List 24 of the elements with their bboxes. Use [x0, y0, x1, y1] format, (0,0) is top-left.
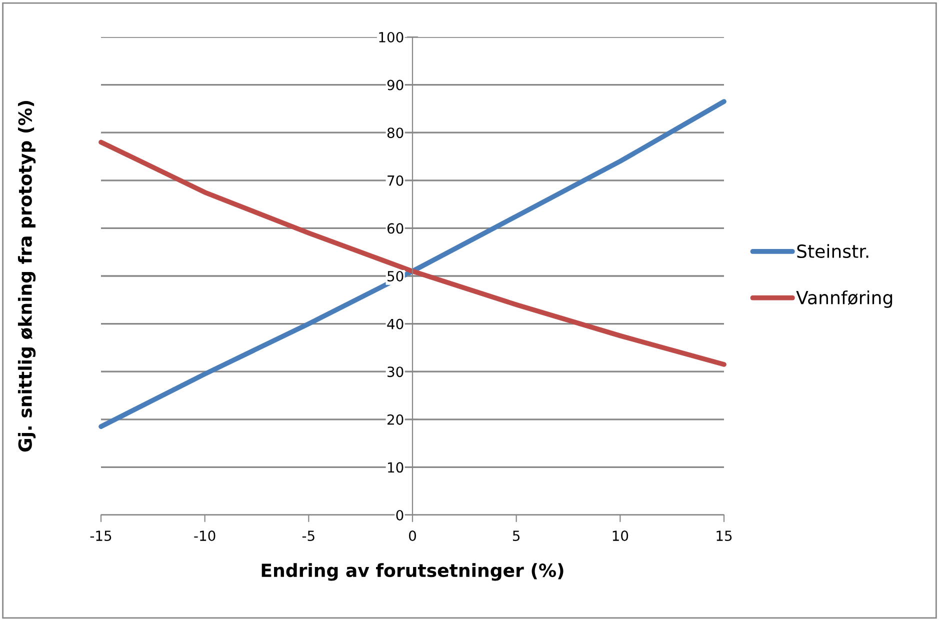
y-tick-label: 10	[388, 462, 404, 473]
y-tick-label: 100	[379, 32, 404, 42]
y-tick-label: 40	[387, 318, 404, 330]
y-tick-label: 70	[388, 175, 404, 186]
x-tick-label: 10	[612, 530, 628, 542]
y-tick-label: 20	[388, 414, 404, 425]
line-series	[98, 99, 726, 429]
y-tick-label: 0	[396, 510, 404, 520]
x-tick-label: 15	[716, 530, 732, 542]
y-axis-title: Gj. snittlig økning fra prototyp (%)	[18, 101, 36, 452]
x-tick-label: 0	[408, 530, 416, 542]
x-tick-label: -5	[302, 530, 314, 542]
y-tick-label: 80	[387, 128, 404, 138]
x-tick-label: 5	[512, 530, 520, 542]
y-tick-label: 50	[388, 270, 404, 282]
y-tick-label: 90	[387, 80, 404, 90]
y-tick-label: 60	[387, 223, 404, 234]
line-series	[98, 140, 726, 367]
y-tick-label: 30	[388, 366, 404, 378]
x-axis-title: Endring av forutsetninger (%)	[262, 563, 564, 581]
x-tick-label: -15	[90, 530, 112, 542]
x-tick-label: -10	[194, 530, 216, 542]
legend-label: Vannføring	[796, 290, 892, 308]
legend-label: Steinstr.	[797, 244, 868, 258]
